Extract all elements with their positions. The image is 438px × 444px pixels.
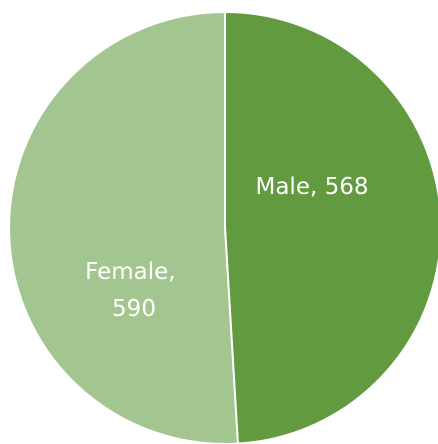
pie-slice-female [8, 10, 239, 444]
slice-label-female-line-2: 590 [112, 296, 156, 322]
pie-slice-male [224, 10, 438, 444]
slice-label-male: Male, 568 [255, 174, 368, 200]
slice-label-female: Female, 590 [85, 259, 183, 322]
slice-label-female-line-1: Female, [85, 259, 175, 285]
